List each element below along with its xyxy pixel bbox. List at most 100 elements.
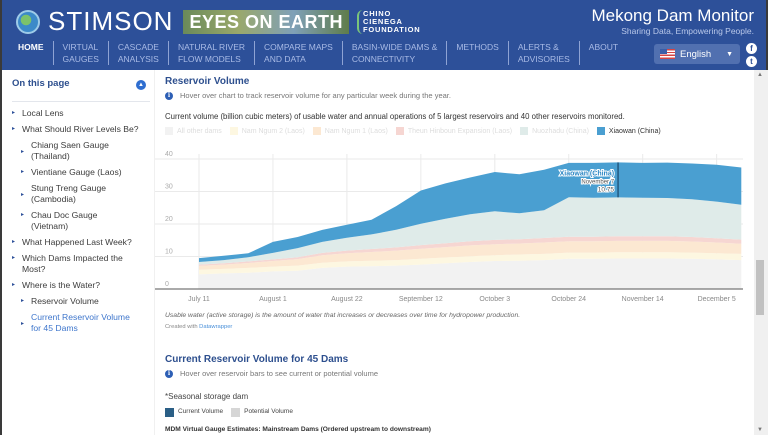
nav-item-basin-wide-dams[interactable]: BASIN-WIDE DAMS & CONNECTIVITY	[341, 41, 446, 65]
nav-label: ABOUT	[588, 42, 619, 52]
foundation-line: CIENEGA	[362, 16, 403, 26]
us-flag-icon	[660, 49, 675, 59]
toc-item[interactable]: Local Lens	[12, 108, 142, 119]
datawrapper-link[interactable]: Datawrapper	[199, 324, 233, 330]
nav-label: BASIN-WIDE DAMS &	[351, 42, 438, 52]
chart-credit: Created with Datawrapper	[165, 324, 232, 330]
x-tick-label: October 3	[479, 296, 510, 303]
scroll-down-icon[interactable]: ▼	[757, 427, 763, 433]
bars-hint-text: Hover over reservoir bars to see current…	[180, 369, 379, 378]
legend-item[interactable]: Xiaowan (China)	[596, 127, 661, 135]
facebook-icon[interactable]: f	[746, 43, 757, 54]
toc-item[interactable]: What Should River Levels Be?	[12, 124, 142, 135]
legend-swatch	[395, 127, 404, 135]
seasonal-note: *Seasonal storage dam	[165, 392, 249, 401]
legend-label: Current Volume	[178, 408, 224, 415]
legend-item[interactable]: Theun Hinboun Expansion (Laos)	[395, 127, 512, 135]
legend-label: Xiaowan (China)	[608, 127, 661, 135]
brand[interactable]: STIMSON EYES ON EARTH CHINO CIENEGA FOUN…	[16, 6, 420, 37]
eyes-on-earth-logo: EYES ON EARTH	[183, 9, 349, 34]
toc-item[interactable]: Current Reservoir Volume for 45 Dams	[21, 312, 136, 334]
section-title-reservoir-volume: Reservoir Volume	[165, 76, 250, 87]
mdm-heading: MDM Virtual Gauge Estimates: Mainstream …	[165, 426, 431, 433]
nav-label: GAUGES	[62, 54, 99, 64]
x-tick-label: October 24	[551, 296, 586, 303]
nav-item-cascade[interactable]: CASCADE ANALYSIS	[107, 41, 168, 65]
language-label: English	[680, 48, 712, 60]
x-tick-label: August 1	[259, 296, 287, 303]
foundation-line: CHINO	[362, 8, 392, 18]
scroll-up-icon[interactable]: ▲	[757, 72, 763, 78]
legend-label: All other dams	[177, 127, 222, 135]
stimson-globe-icon	[16, 9, 40, 34]
toc-list: Local Lens What Should River Levels Be? Ch…	[12, 108, 154, 339]
scrollbar-thumb[interactable]	[756, 260, 764, 315]
area-nam-ngum-1-laos	[199, 240, 742, 270]
toc-item[interactable]: Chiang Saen Gauge (Thailand)	[21, 140, 136, 162]
legend-item[interactable]: All other dams	[165, 127, 222, 135]
nav-label: ALERTS &	[517, 42, 559, 52]
nav-label: CONNECTIVITY	[351, 54, 416, 64]
bars-hint: i Hover over reservoir bars to see curre…	[165, 369, 378, 378]
toc-header[interactable]: On this page ▲	[12, 78, 150, 102]
chino-cienega-logo: CHINO CIENEGA FOUNDATION	[356, 8, 420, 34]
chevron-up-icon[interactable]: ▲	[136, 80, 146, 90]
x-tick-label: November 14	[622, 296, 664, 303]
toc-item[interactable]: What Happened Last Week?	[12, 237, 142, 248]
nav-label: NATURAL RIVER	[177, 42, 246, 52]
nav-label: CASCADE	[117, 42, 159, 52]
nav-label: METHODS	[456, 42, 499, 52]
legend-item[interactable]: Nam Ngum 2 (Laos)	[229, 127, 305, 135]
toc-title: On this page	[12, 78, 70, 89]
nav-item-about[interactable]: ABOUT	[578, 41, 627, 65]
nav-label: HOME	[18, 42, 44, 52]
language-select[interactable]: English ▼	[654, 44, 740, 64]
volume-legend: Current Volume Potential Volume	[165, 408, 293, 417]
toc-item[interactable]: Where is the Water?	[12, 280, 142, 291]
y-tick-label: 10	[165, 249, 173, 256]
y-tick-label: 0	[165, 281, 169, 288]
stimson-logo: STIMSON	[48, 6, 174, 36]
chart-hint-text: Hover over chart to track reservoir volu…	[180, 91, 451, 100]
legend-swatch	[165, 127, 173, 135]
reservoir-volume-chart[interactable]: 0 10 20 30 40 July 11 August 1 August 22 Septemb…	[155, 142, 755, 312]
y-tick-label: 20	[165, 216, 173, 223]
scrollbar[interactable]: ▲ ▼	[754, 70, 768, 435]
main-nav: HOME VIRTUAL GAUGES CASCADE ANALYSIS NATURAL …	[12, 41, 627, 65]
nav-label: ADVISORIES	[517, 54, 570, 64]
chart-footnote: Usable water (active storage) is the amo…	[165, 312, 521, 319]
x-tick-label: September 12	[399, 296, 443, 303]
nav-item-alerts[interactable]: ALERTS & ADVISORIES	[507, 41, 579, 65]
chart-description: Current volume (billion cubic meters) of…	[165, 112, 625, 121]
main-content: Reservoir Volume i Hover over chart to t…	[154, 70, 754, 435]
nav-label: ANALYSIS	[117, 54, 159, 64]
legend-swatch	[312, 127, 321, 135]
legend-item[interactable]: Nuozhadu (China)	[520, 127, 589, 135]
x-tick-label: December 5	[698, 296, 736, 303]
nav-label: COMPARE MAPS	[264, 42, 333, 52]
toc-item[interactable]: Stung Treng Gauge (Cambodia)	[21, 183, 136, 205]
toc-item[interactable]: Which Dams Impacted the Most?	[12, 253, 142, 275]
toc-item[interactable]: Vientiane Gauge (Laos)	[21, 167, 136, 178]
site-title[interactable]: Mekong Dam Monitor	[591, 6, 754, 25]
y-tick-label: 30	[165, 184, 173, 191]
nav-item-virtual[interactable]: VIRTUAL GAUGES	[52, 41, 108, 65]
area-all-other-dams	[199, 258, 742, 289]
toc-item[interactable]: Chau Doc Gauge (Vietnam)	[21, 210, 136, 232]
area-nuozhadu-china	[199, 197, 742, 265]
tooltip-series: Xiaowan (China)	[560, 170, 614, 177]
area-theun-hinboun-expansion-laos	[199, 236, 742, 266]
twitter-icon[interactable]: t	[746, 56, 757, 67]
nav-label: FLOW MODELS	[177, 54, 241, 64]
legend-swatch	[520, 127, 529, 135]
nav-label: AND DATA	[264, 54, 306, 64]
nav-item-methods[interactable]: METHODS	[446, 41, 508, 65]
x-tick-label: August 22	[331, 296, 363, 303]
site-header: STIMSON EYES ON EARTH CHINO CIENEGA FOUN…	[2, 0, 766, 70]
nav-item-natural-river[interactable]: NATURAL RIVER FLOW MODELS	[167, 41, 254, 65]
nav-item-home[interactable]: HOME	[12, 41, 53, 65]
legend-item[interactable]: Nam Ngum 1 (Laos)	[312, 127, 388, 135]
toc-item[interactable]: Reservoir Volume	[21, 296, 136, 307]
nav-item-compare-maps[interactable]: COMPARE MAPS AND DATA	[254, 41, 342, 65]
